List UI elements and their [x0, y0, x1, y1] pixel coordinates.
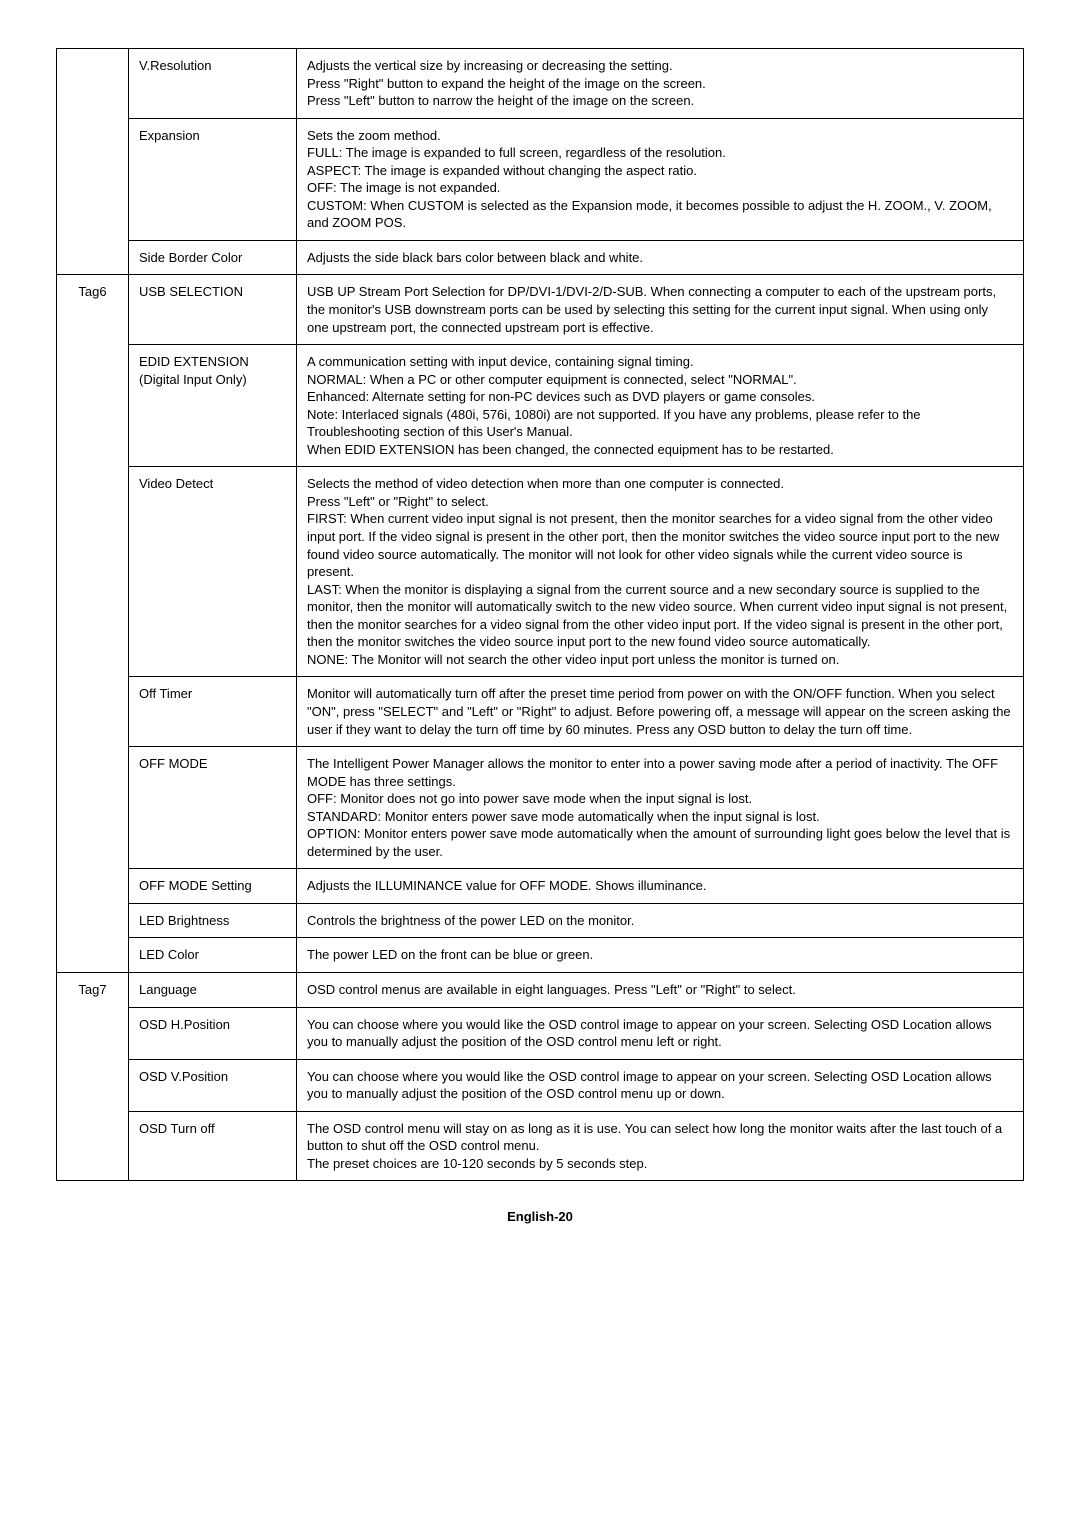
description-cell: Adjusts the ILLUMINANCE value for OFF MO… [297, 869, 1024, 904]
description-cell: Monitor will automatically turn off afte… [297, 677, 1024, 747]
item-cell: Language [129, 972, 297, 1007]
item-cell: EDID EXTENSION (Digital Input Only) [129, 345, 297, 467]
item-cell: LED Color [129, 938, 297, 973]
item-cell: Expansion [129, 118, 297, 240]
description-cell: The Intelligent Power Manager allows the… [297, 747, 1024, 869]
item-cell: USB SELECTION [129, 275, 297, 345]
tag-cell [57, 49, 129, 275]
item-cell: LED Brightness [129, 903, 297, 938]
description-cell: Controls the brightness of the power LED… [297, 903, 1024, 938]
page: V.ResolutionAdjusts the vertical size by… [0, 0, 1080, 1527]
item-cell: OSD V.Position [129, 1059, 297, 1111]
description-cell: Adjusts the side black bars color betwee… [297, 240, 1024, 275]
item-cell: Off Timer [129, 677, 297, 747]
tag-cell: Tag6 [57, 275, 129, 973]
description-cell: You can choose where you would like the … [297, 1059, 1024, 1111]
item-cell: OSD Turn off [129, 1111, 297, 1181]
description-cell: The OSD control menu will stay on as lon… [297, 1111, 1024, 1181]
description-cell: You can choose where you would like the … [297, 1007, 1024, 1059]
settings-table: V.ResolutionAdjusts the vertical size by… [56, 48, 1024, 1181]
item-cell: Video Detect [129, 467, 297, 677]
item-cell: V.Resolution [129, 49, 297, 119]
page-footer: English-20 [56, 1209, 1024, 1224]
item-cell: OFF MODE [129, 747, 297, 869]
description-cell: OSD control menus are available in eight… [297, 972, 1024, 1007]
description-cell: A communication setting with input devic… [297, 345, 1024, 467]
description-cell: Sets the zoom method.FULL: The image is … [297, 118, 1024, 240]
description-cell: USB UP Stream Port Selection for DP/DVI-… [297, 275, 1024, 345]
item-cell: OFF MODE Setting [129, 869, 297, 904]
description-cell: Selects the method of video detection wh… [297, 467, 1024, 677]
item-cell: Side Border Color [129, 240, 297, 275]
item-cell: OSD H.Position [129, 1007, 297, 1059]
tag-cell: Tag7 [57, 972, 129, 1180]
description-cell: Adjusts the vertical size by increasing … [297, 49, 1024, 119]
description-cell: The power LED on the front can be blue o… [297, 938, 1024, 973]
